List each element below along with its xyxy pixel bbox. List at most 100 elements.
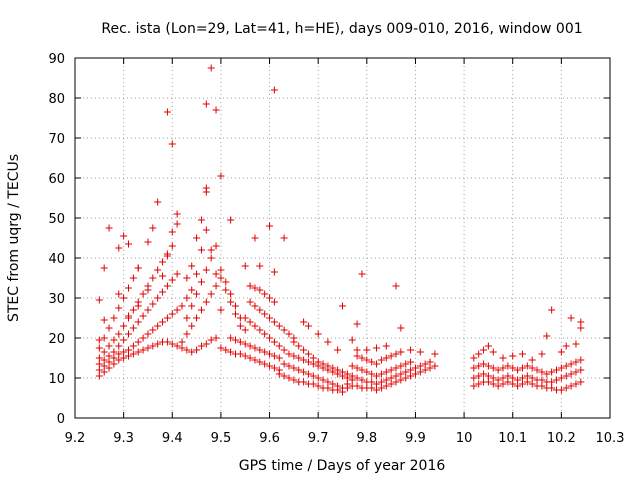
data-point bbox=[489, 374, 497, 382]
data-point bbox=[154, 198, 162, 206]
x-tick-label: 9.2 bbox=[65, 431, 86, 446]
data-point bbox=[392, 372, 400, 380]
data-point bbox=[149, 326, 157, 334]
data-point bbox=[548, 306, 556, 314]
data-point bbox=[125, 284, 132, 292]
data-point bbox=[173, 210, 181, 218]
data-point bbox=[295, 342, 303, 350]
x-tick-label: 9.7 bbox=[308, 431, 329, 446]
data-point bbox=[314, 382, 322, 390]
data-point bbox=[314, 358, 322, 366]
data-point bbox=[382, 376, 390, 384]
data-point bbox=[518, 374, 526, 382]
data-point bbox=[300, 368, 308, 376]
data-point bbox=[382, 342, 390, 350]
data-point bbox=[207, 290, 215, 298]
data-point bbox=[300, 356, 308, 364]
data-point bbox=[197, 216, 205, 224]
data-point bbox=[489, 364, 497, 372]
data-point bbox=[212, 106, 220, 114]
data-point bbox=[188, 262, 196, 270]
data-point bbox=[241, 340, 249, 348]
data-point bbox=[163, 252, 171, 260]
data-point bbox=[266, 350, 274, 358]
data-point bbox=[484, 378, 492, 386]
data-point bbox=[227, 298, 235, 306]
data-point bbox=[115, 342, 123, 350]
data-point bbox=[236, 338, 244, 346]
data-point bbox=[154, 340, 162, 348]
data-point bbox=[343, 370, 351, 378]
data-point bbox=[557, 364, 565, 372]
data-point bbox=[533, 366, 541, 374]
data-point bbox=[528, 374, 536, 382]
data-point bbox=[421, 366, 429, 374]
x-tick-label: 9.3 bbox=[113, 431, 134, 446]
data-point bbox=[567, 370, 575, 378]
data-point bbox=[197, 278, 205, 286]
data-point bbox=[217, 266, 225, 274]
data-point bbox=[426, 358, 434, 366]
data-point bbox=[110, 314, 118, 322]
data-point bbox=[285, 362, 293, 370]
data-point bbox=[285, 374, 293, 382]
data-point bbox=[577, 318, 585, 326]
data-point bbox=[139, 334, 147, 342]
data-point bbox=[217, 274, 225, 282]
data-point bbox=[183, 274, 191, 282]
data-point bbox=[304, 370, 312, 378]
x-tick-label: 10.1 bbox=[498, 431, 527, 446]
data-point bbox=[178, 344, 186, 352]
data-point bbox=[518, 364, 526, 372]
data-point bbox=[382, 368, 390, 376]
data-point bbox=[95, 366, 103, 374]
data-point bbox=[373, 372, 381, 380]
data-point bbox=[251, 322, 259, 330]
data-point bbox=[290, 376, 298, 384]
data-point bbox=[295, 354, 303, 362]
data-point bbox=[358, 270, 366, 278]
x-tick-label: 9.9 bbox=[405, 431, 426, 446]
data-point bbox=[509, 364, 517, 372]
data-point bbox=[125, 346, 132, 354]
data-point bbox=[207, 336, 215, 344]
data-point bbox=[197, 342, 205, 350]
data-point bbox=[159, 318, 167, 326]
data-point bbox=[407, 346, 415, 354]
data-point bbox=[548, 384, 556, 392]
data-point bbox=[241, 352, 249, 360]
data-point bbox=[402, 368, 410, 376]
data-point bbox=[134, 318, 142, 326]
data-point bbox=[373, 344, 381, 352]
data-point bbox=[149, 300, 157, 308]
data-point bbox=[222, 278, 230, 286]
data-point bbox=[178, 338, 186, 346]
data-point bbox=[266, 314, 274, 322]
data-point bbox=[168, 276, 176, 284]
data-point bbox=[261, 348, 269, 356]
data-point bbox=[518, 350, 526, 358]
data-point bbox=[373, 380, 381, 388]
data-point bbox=[251, 344, 259, 352]
data-point bbox=[494, 366, 502, 374]
data-point bbox=[411, 370, 419, 378]
data-point bbox=[95, 354, 103, 362]
data-point bbox=[577, 378, 585, 386]
data-point bbox=[499, 380, 507, 388]
data-point bbox=[280, 360, 288, 368]
data-point bbox=[280, 326, 288, 334]
data-point bbox=[504, 378, 512, 386]
data-point bbox=[528, 380, 536, 388]
data-point bbox=[227, 290, 235, 298]
data-point bbox=[528, 364, 536, 372]
data-point bbox=[562, 362, 570, 370]
data-point bbox=[236, 322, 244, 330]
data-point bbox=[246, 354, 254, 362]
data-point bbox=[266, 294, 274, 302]
data-point bbox=[319, 360, 327, 368]
data-point bbox=[504, 362, 512, 370]
data-point bbox=[280, 372, 288, 380]
data-point bbox=[256, 346, 264, 354]
data-point bbox=[227, 216, 235, 224]
